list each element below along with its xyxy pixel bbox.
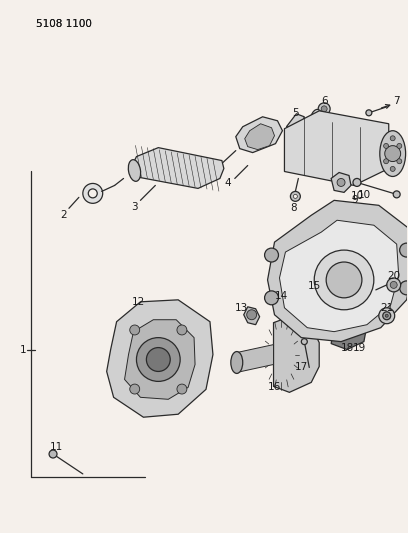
Ellipse shape bbox=[128, 160, 141, 181]
Circle shape bbox=[390, 281, 397, 288]
Text: 8: 8 bbox=[290, 203, 297, 213]
Polygon shape bbox=[273, 317, 319, 392]
Circle shape bbox=[383, 312, 391, 320]
Circle shape bbox=[385, 314, 388, 317]
Circle shape bbox=[379, 308, 395, 324]
Circle shape bbox=[280, 301, 288, 309]
Polygon shape bbox=[284, 111, 389, 185]
Circle shape bbox=[321, 106, 327, 112]
Circle shape bbox=[293, 195, 297, 198]
Ellipse shape bbox=[308, 109, 326, 156]
Circle shape bbox=[397, 159, 402, 164]
Circle shape bbox=[400, 281, 408, 295]
Text: 9: 9 bbox=[352, 196, 358, 205]
Text: 3: 3 bbox=[131, 203, 138, 212]
Circle shape bbox=[177, 325, 187, 335]
Polygon shape bbox=[237, 345, 273, 373]
Circle shape bbox=[264, 291, 279, 305]
Text: 5108 1100: 5108 1100 bbox=[36, 19, 92, 29]
Polygon shape bbox=[245, 124, 275, 150]
Circle shape bbox=[290, 191, 300, 201]
Circle shape bbox=[264, 248, 279, 262]
Ellipse shape bbox=[380, 131, 406, 176]
Text: 5: 5 bbox=[292, 108, 299, 118]
Text: 20: 20 bbox=[387, 271, 400, 281]
Polygon shape bbox=[279, 220, 399, 332]
Text: 4: 4 bbox=[224, 179, 231, 189]
Text: 7: 7 bbox=[393, 96, 400, 106]
Circle shape bbox=[387, 278, 401, 292]
Text: 15: 15 bbox=[308, 281, 321, 291]
Circle shape bbox=[385, 146, 401, 161]
Circle shape bbox=[390, 136, 395, 141]
Polygon shape bbox=[331, 320, 367, 350]
Text: 6: 6 bbox=[321, 96, 328, 106]
Text: 11: 11 bbox=[49, 442, 63, 452]
Text: 2: 2 bbox=[61, 210, 67, 220]
Polygon shape bbox=[268, 200, 408, 342]
Circle shape bbox=[130, 384, 140, 394]
Circle shape bbox=[384, 143, 388, 148]
Text: 21: 21 bbox=[380, 303, 393, 313]
Text: 16: 16 bbox=[268, 382, 281, 392]
Text: 18: 18 bbox=[340, 343, 354, 352]
Circle shape bbox=[302, 338, 307, 345]
Circle shape bbox=[318, 103, 330, 115]
Polygon shape bbox=[106, 300, 213, 417]
Ellipse shape bbox=[308, 288, 326, 308]
Circle shape bbox=[326, 262, 362, 298]
Circle shape bbox=[49, 450, 57, 458]
Polygon shape bbox=[236, 117, 282, 152]
Text: 12: 12 bbox=[132, 297, 145, 307]
Polygon shape bbox=[331, 173, 351, 192]
Circle shape bbox=[393, 191, 400, 198]
Circle shape bbox=[397, 143, 402, 148]
Circle shape bbox=[146, 348, 170, 372]
Text: 19: 19 bbox=[353, 343, 366, 352]
Text: 17: 17 bbox=[295, 362, 308, 373]
Circle shape bbox=[390, 166, 395, 172]
Circle shape bbox=[384, 159, 388, 164]
Circle shape bbox=[400, 243, 408, 257]
Polygon shape bbox=[133, 148, 224, 188]
Ellipse shape bbox=[231, 352, 243, 374]
Polygon shape bbox=[244, 307, 259, 325]
Circle shape bbox=[366, 110, 372, 116]
Polygon shape bbox=[286, 114, 304, 131]
Ellipse shape bbox=[313, 293, 321, 302]
Circle shape bbox=[247, 310, 257, 320]
Circle shape bbox=[83, 183, 103, 203]
Text: 1: 1 bbox=[20, 344, 27, 354]
Polygon shape bbox=[124, 320, 195, 399]
Circle shape bbox=[314, 250, 374, 310]
Text: 10: 10 bbox=[357, 190, 370, 200]
Text: 14: 14 bbox=[275, 291, 288, 301]
Circle shape bbox=[177, 384, 187, 394]
Circle shape bbox=[337, 179, 345, 187]
Ellipse shape bbox=[302, 282, 332, 314]
Polygon shape bbox=[310, 123, 361, 173]
Text: 13: 13 bbox=[235, 303, 248, 313]
Text: 5108 1100: 5108 1100 bbox=[36, 19, 92, 29]
Circle shape bbox=[136, 337, 180, 382]
Circle shape bbox=[88, 189, 97, 198]
Circle shape bbox=[353, 179, 361, 187]
Circle shape bbox=[130, 325, 140, 335]
Text: 10: 10 bbox=[350, 191, 364, 201]
